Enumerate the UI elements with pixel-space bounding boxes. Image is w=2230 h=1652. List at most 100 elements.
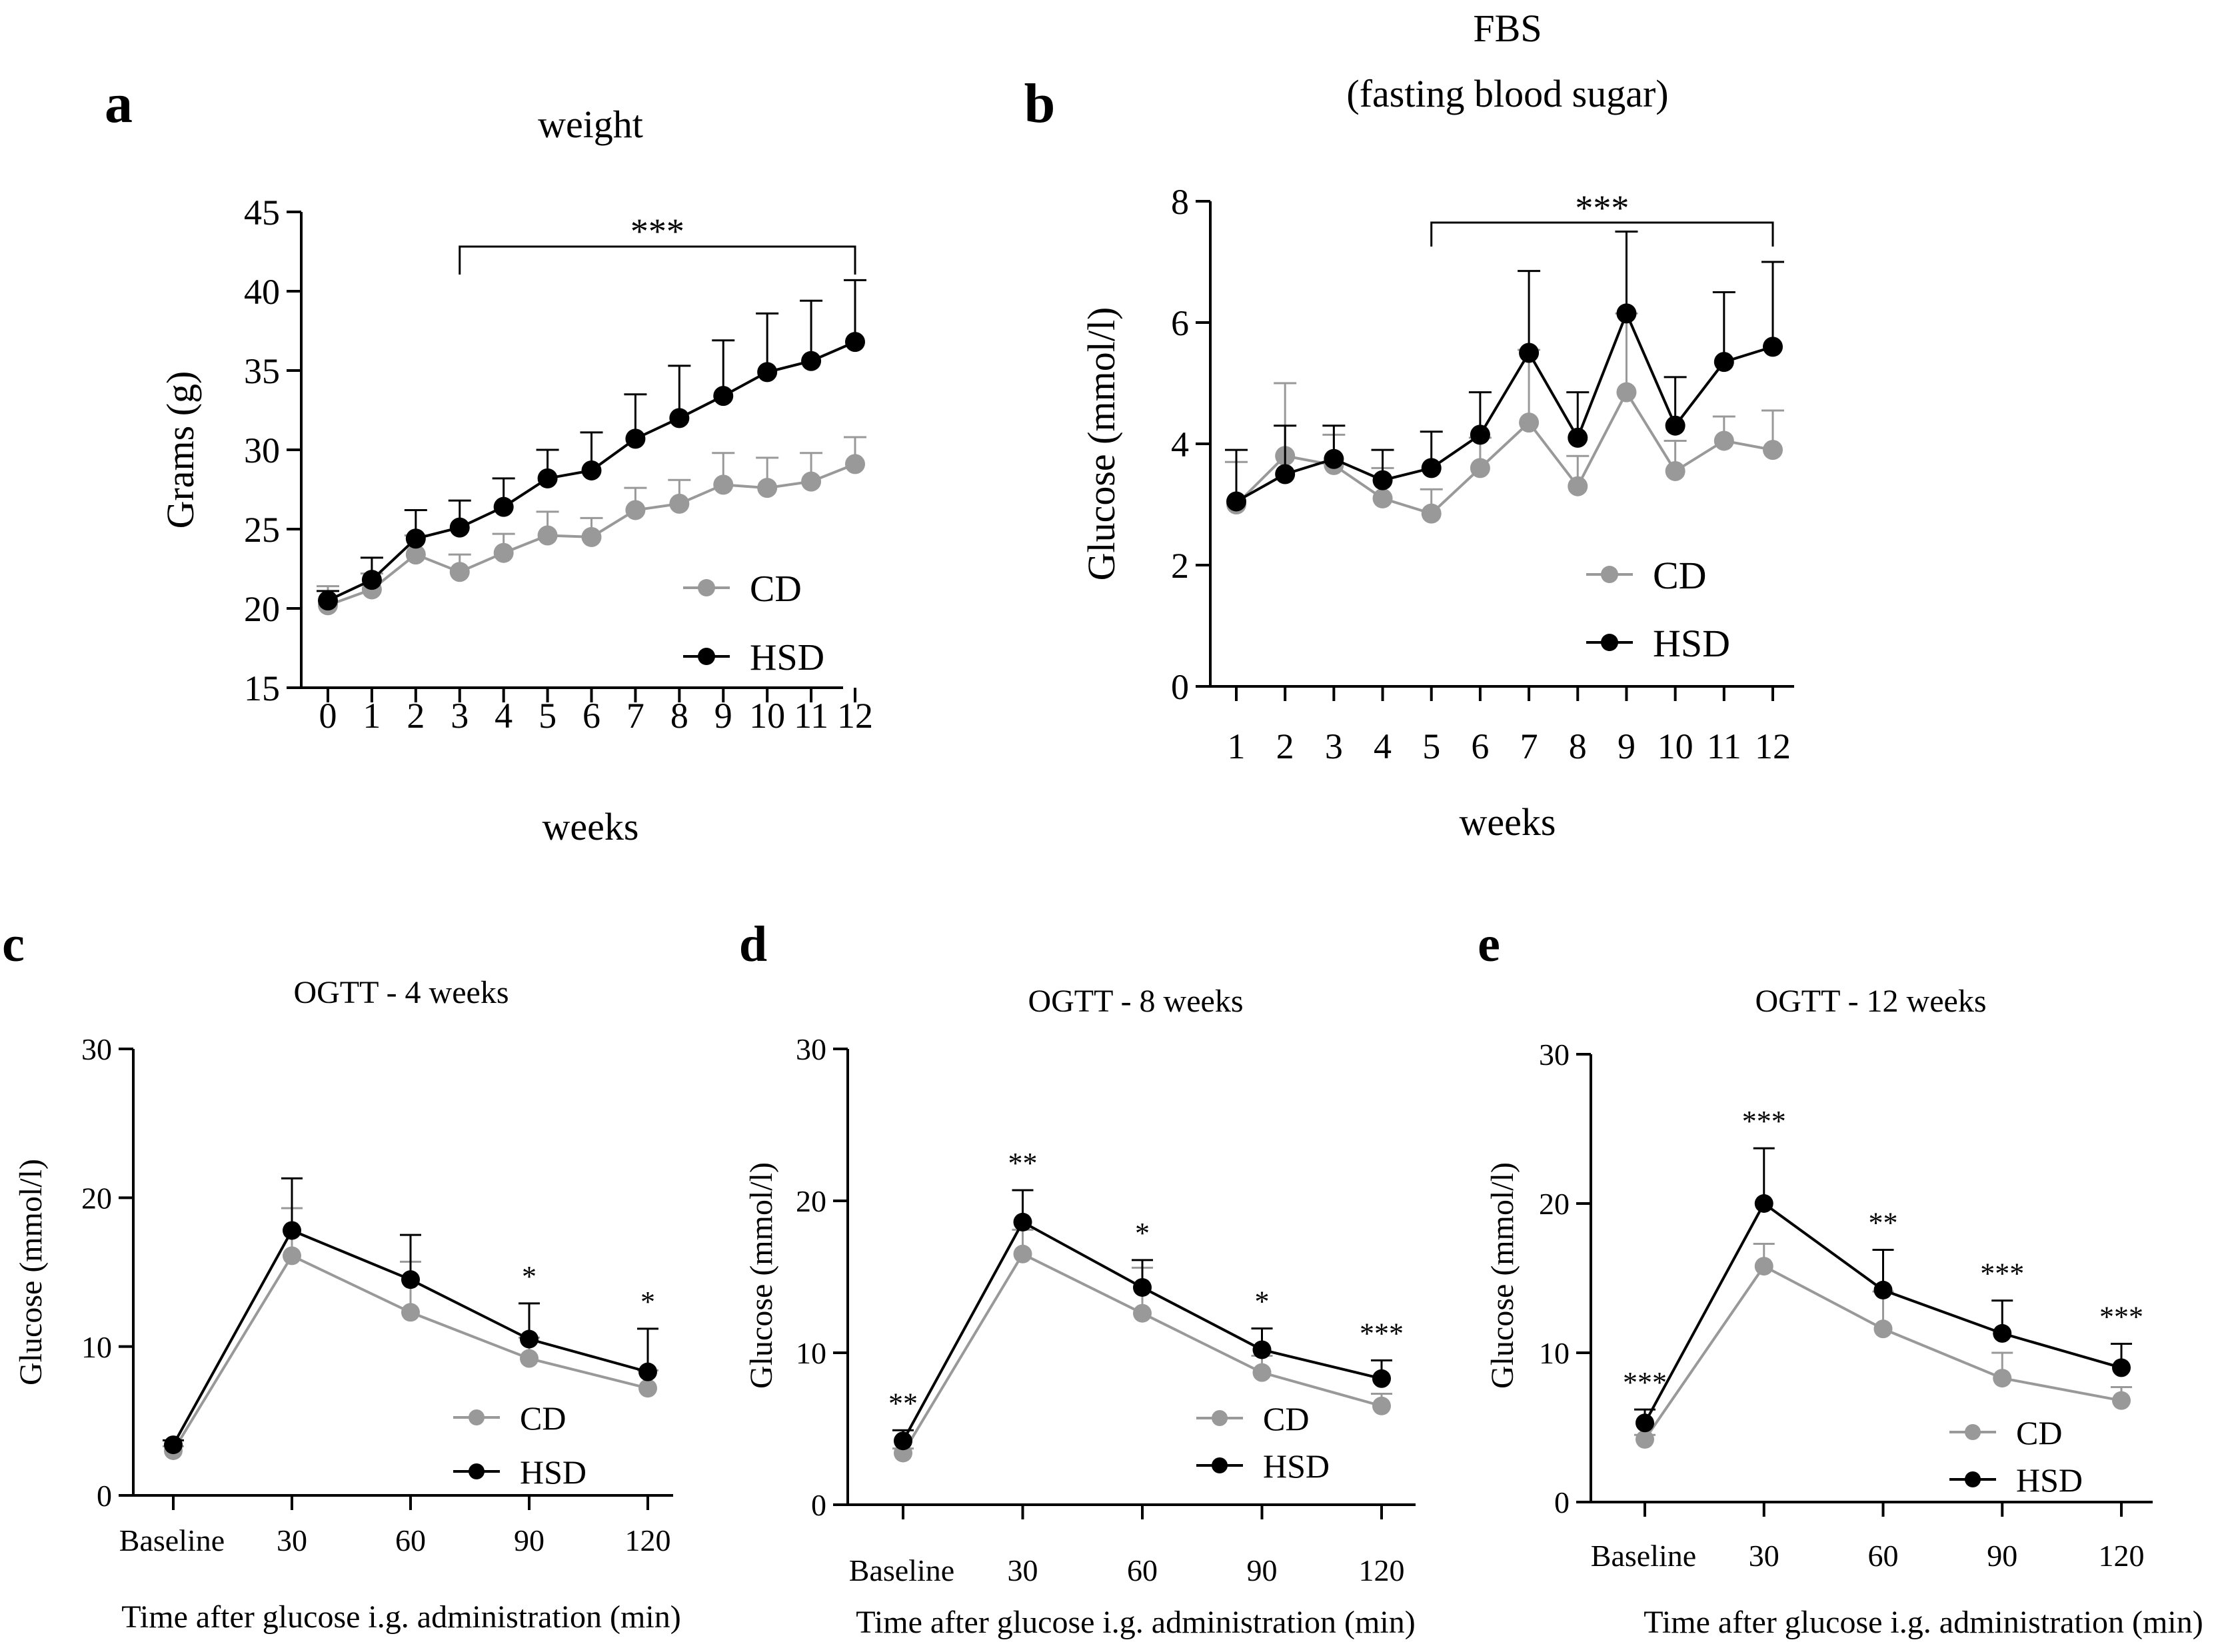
data-point [520, 1349, 539, 1368]
y-tick-label: 4 [1171, 424, 1189, 464]
legend: CD HSD [683, 568, 824, 678]
x-tick-label: 2 [407, 696, 425, 736]
x-axis-label: Time after glucose i.g. administration (… [1644, 1605, 2203, 1640]
x-tick-label: 6 [582, 696, 600, 736]
x-tick-label: 120 [2099, 1539, 2145, 1573]
data-point [1519, 413, 1540, 433]
legend: CD HSD [1196, 1400, 1330, 1485]
y-tick-label: 20 [1539, 1187, 1570, 1221]
legend-marker-cd [469, 1409, 485, 1425]
y-tick-label: 30 [244, 430, 280, 470]
data-point [283, 1221, 301, 1240]
series-cd [317, 436, 866, 616]
significance-bracket [459, 245, 856, 275]
data-point [1133, 1277, 1152, 1297]
x-tick-label: Baseline [119, 1523, 225, 1557]
data-point [493, 542, 514, 563]
y-tick-label: 30 [796, 1032, 826, 1066]
panel-c: c OGTT - 4 weeks 0 10 20 30 Baseline 30 60 90 120 T… [2, 916, 681, 1635]
data-point [405, 544, 426, 565]
significance-star: * [1255, 1285, 1270, 1318]
x-tick-label: 7 [626, 696, 644, 736]
data-point [1013, 1244, 1032, 1263]
y-tick-label: 25 [244, 510, 280, 550]
x-tick-label: 90 [1987, 1539, 2017, 1573]
legend: CD HSD [1949, 1414, 2083, 1499]
data-point [1754, 1194, 1773, 1213]
x-tick-label: 7 [1520, 726, 1538, 766]
x-tick-label: 30 [277, 1523, 307, 1557]
x-tick-label: 60 [395, 1523, 426, 1557]
data-point [1636, 1413, 1654, 1433]
x-tick-label: 4 [495, 696, 513, 736]
legend-label-hsd: HSD [1263, 1447, 1330, 1485]
x-axis-label: weeks [1460, 800, 1556, 844]
x-tick-label: 5 [539, 696, 557, 736]
data-point [1616, 303, 1637, 324]
series-hsd [892, 1189, 1392, 1451]
data-point [713, 474, 734, 495]
legend-marker-cd [1212, 1410, 1228, 1426]
significance-star: ** [1008, 1147, 1038, 1180]
data-point [669, 493, 690, 514]
y-tick-label: 20 [81, 1181, 112, 1215]
data-point [1372, 1369, 1391, 1388]
data-point [625, 500, 646, 520]
data-point [1421, 458, 1442, 478]
y-tick-label: 10 [796, 1336, 826, 1370]
data-point [401, 1303, 420, 1322]
data-point [283, 1246, 301, 1265]
x-tick-label: 2 [1276, 726, 1294, 766]
significance-label: *** [630, 211, 684, 251]
data-point [1372, 1396, 1391, 1415]
data-point [845, 332, 865, 353]
data-point [1226, 491, 1246, 512]
x-tick-label: 60 [1127, 1553, 1158, 1587]
data-point [537, 525, 558, 546]
data-point [1324, 448, 1344, 469]
panel-letter: a [105, 73, 133, 135]
y-tick-label: 20 [244, 589, 280, 629]
data-point [1763, 337, 1783, 357]
significance-label: *** [1575, 188, 1629, 228]
significance-star: * [522, 1260, 537, 1293]
significance-star: *** [1742, 1105, 1786, 1138]
y-axis-label: Glucose (mmol/l) [1485, 1162, 1520, 1389]
x-tick-label: 5 [1422, 726, 1440, 766]
x-axis-label: weeks [543, 805, 639, 848]
x-tick-label: 30 [1749, 1539, 1779, 1573]
y-axis-label: Glucose (mmol/l) [13, 1159, 49, 1385]
x-tick-label: 11 [1707, 726, 1741, 766]
y-tick-label: 30 [81, 1032, 112, 1066]
legend-marker-cd [1965, 1424, 1981, 1440]
data-point [1252, 1340, 1272, 1359]
x-tick-label: 6 [1471, 726, 1489, 766]
series-hsd [1634, 1147, 2132, 1433]
y-tick-label: 10 [1539, 1336, 1570, 1370]
series-line [1235, 389, 1773, 515]
legend-label-cd: CD [1653, 554, 1707, 597]
x-tick-label: 60 [1868, 1539, 1899, 1573]
x-axis-label: Time after glucose i.g. administration (… [121, 1599, 680, 1635]
chart-title: FBS [1473, 7, 1542, 50]
x-tick-label: 90 [1247, 1553, 1278, 1587]
data-point [1636, 1429, 1654, 1449]
legend-label-cd: CD [1263, 1400, 1309, 1437]
data-point [1568, 476, 1588, 496]
x-tick-label: 8 [1569, 726, 1587, 766]
data-point [713, 386, 734, 407]
significance-star: ** [888, 1387, 918, 1419]
x-axis-label: Time after glucose i.g. administration (… [856, 1605, 1415, 1640]
panel-d: d OGTT - 8 weeks 0 10 20 30 Baseline 30 60 90 120 T… [739, 916, 1416, 1640]
data-point [581, 526, 602, 547]
legend: CD HSD [453, 1399, 586, 1491]
data-point [449, 517, 470, 538]
data-point [638, 1362, 657, 1381]
data-point [449, 562, 470, 582]
x-tick-label: 3 [451, 696, 469, 736]
panel-letter: e [1478, 916, 1500, 972]
x-tick-label: 90 [514, 1523, 545, 1557]
legend-label-hsd: HSD [750, 637, 824, 678]
